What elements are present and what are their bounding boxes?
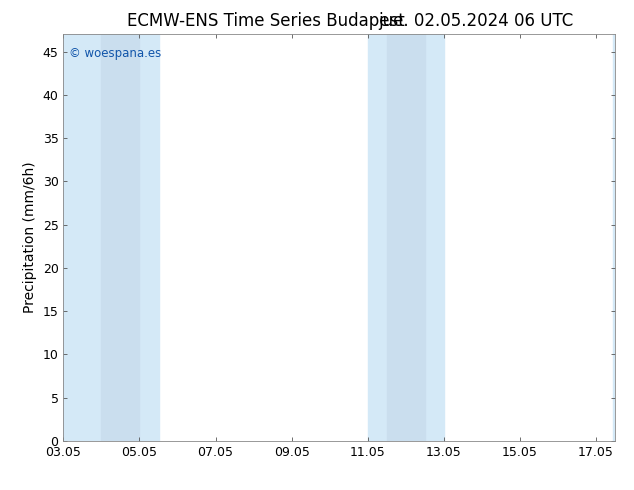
Y-axis label: Precipitation (mm/6h): Precipitation (mm/6h) — [23, 162, 37, 314]
Text: jue. 02.05.2024 06 UTC: jue. 02.05.2024 06 UTC — [378, 12, 573, 30]
Bar — [613, 34, 615, 441]
Text: © woespana.es: © woespana.es — [69, 47, 161, 59]
Bar — [368, 34, 444, 441]
Bar — [387, 34, 425, 441]
Text: ECMW-ENS Time Series Budapest: ECMW-ENS Time Series Budapest — [127, 12, 405, 30]
Bar — [63, 34, 158, 441]
Bar — [101, 34, 139, 441]
